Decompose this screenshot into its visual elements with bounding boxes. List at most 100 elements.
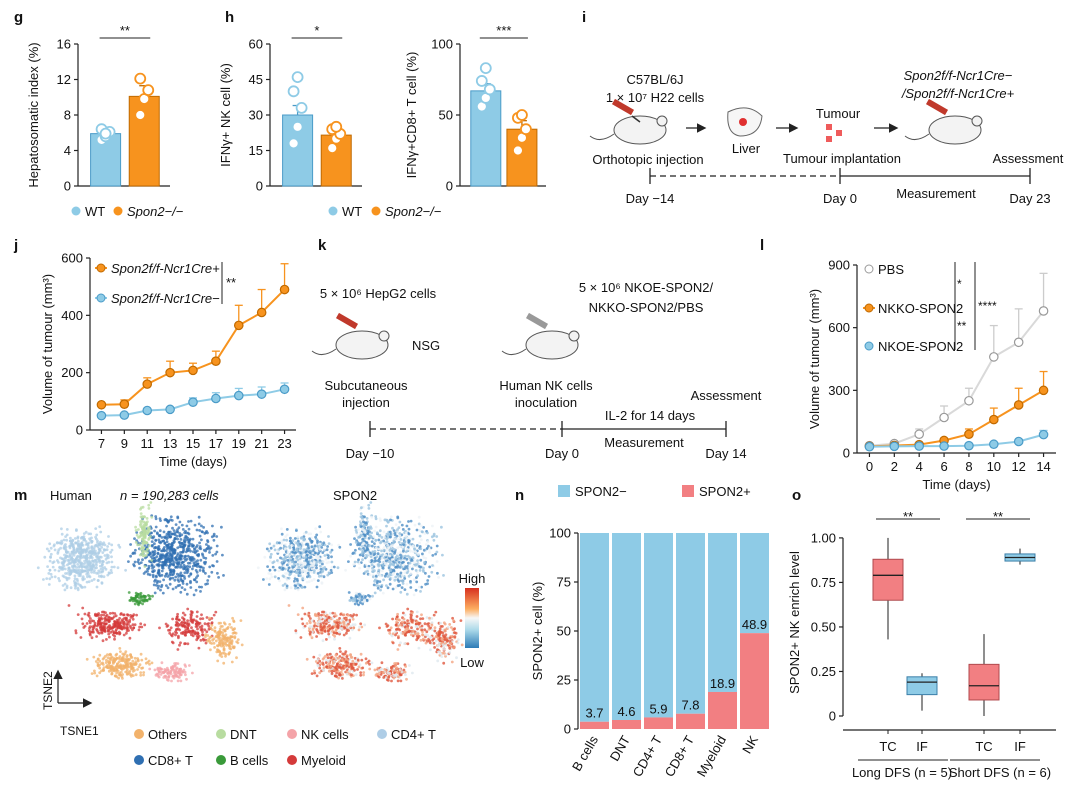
tsne-expression-point <box>419 558 423 562</box>
sig-o: ** <box>903 509 913 524</box>
tsne-expression-point <box>331 625 334 629</box>
tsne-expression-point <box>418 541 421 545</box>
tsne-expression-point <box>341 673 344 676</box>
tsne-expression-point <box>421 617 425 620</box>
tsne-expression-point <box>399 623 402 627</box>
tsne-point <box>106 627 109 630</box>
tsne-point <box>123 665 127 669</box>
tsne-point <box>201 568 205 572</box>
tsne-point <box>176 578 180 582</box>
tsne-point <box>61 584 65 587</box>
tsne-expression-point <box>421 637 425 641</box>
tsne-point <box>134 660 138 664</box>
tsne-expression-point <box>402 668 406 672</box>
tsne-expression-point <box>383 542 387 545</box>
tsne-expression-point <box>445 638 448 642</box>
legend-spon2-pos: SPON2+ <box>699 484 751 499</box>
tsne-expression-point <box>406 554 410 558</box>
tsne-expression-point <box>267 572 271 575</box>
tsne-expression-point <box>422 548 426 552</box>
tsne-expression-point <box>394 586 398 589</box>
data-point <box>291 71 304 84</box>
tsne-point <box>160 585 163 589</box>
tsne-expression-point <box>318 659 322 663</box>
tsne-point <box>74 584 78 588</box>
tsne-point <box>79 536 83 540</box>
tsne-point <box>149 501 153 504</box>
data-label: 3.7 <box>585 706 603 721</box>
tsne-expression-point <box>400 620 404 624</box>
tsne-expression-point <box>338 647 342 650</box>
tsne-point <box>184 628 188 632</box>
y-tick-label: 100 <box>431 37 453 52</box>
tsne-expression-point <box>374 525 378 529</box>
tsne-expression-point <box>344 660 348 664</box>
tsne-point <box>94 535 97 539</box>
tsne-expression-point <box>385 572 389 575</box>
tsne-point <box>76 613 80 616</box>
tsne-point <box>199 590 202 593</box>
tsne-point <box>160 667 164 671</box>
tsne-expression-point <box>309 532 313 536</box>
tsne-expression-point <box>318 525 322 529</box>
tsne-point <box>168 535 172 539</box>
tsne-expression-point <box>315 585 319 589</box>
tsne-expression-point <box>363 565 367 568</box>
tsne-point <box>175 666 179 670</box>
legend-nk-ko: NKKO-SPON2 <box>878 301 963 316</box>
tsne-point <box>92 564 95 568</box>
tsne-point <box>194 632 197 635</box>
tsne-point <box>211 554 215 557</box>
tsne-expression-point <box>256 566 260 570</box>
tsne-expression-point <box>382 530 386 534</box>
tumour-pieces-icon <box>826 124 842 142</box>
tsne-expression-point <box>398 583 402 587</box>
tsne-point <box>78 559 82 563</box>
tsne-point <box>186 607 190 611</box>
tsne-point <box>90 545 94 549</box>
tsne-point <box>236 641 240 645</box>
tsne-expression-point <box>388 631 392 635</box>
x-tick-label: 9 <box>121 436 128 451</box>
x-tick-label: 0 <box>866 459 873 474</box>
tsne-point <box>140 506 143 510</box>
y-tick-label: 50 <box>439 108 453 123</box>
tsne-expression-point <box>302 554 306 558</box>
tsne-point <box>148 573 152 577</box>
tsne-point <box>151 567 154 570</box>
tsne-expression-point <box>440 655 444 658</box>
tsne-expression-point <box>363 549 367 553</box>
tsne-point <box>98 671 102 675</box>
tsne-spon2-expression <box>256 501 464 683</box>
tsne-point <box>156 666 160 670</box>
tsne-expression-point <box>382 676 386 679</box>
tsne-expression-point <box>289 570 293 574</box>
tsne-point <box>128 670 132 673</box>
tsne-expression-point <box>308 632 312 636</box>
tsne-point <box>74 560 78 564</box>
tsne-point <box>131 659 135 663</box>
tsne-expression-point <box>286 550 290 554</box>
tsne-expression-point <box>365 541 369 544</box>
tsne-point <box>82 537 86 541</box>
data-point <box>165 404 175 415</box>
data-point <box>233 390 244 401</box>
legend-dnt: DNT <box>230 727 257 742</box>
tsne-point <box>194 569 198 572</box>
tsne-expression-point <box>312 564 315 568</box>
tsne-expression-point <box>327 535 330 538</box>
tsne-expression-point <box>353 597 356 600</box>
tsne-expression-point <box>422 566 425 570</box>
legend-dot <box>287 755 297 765</box>
tsne-point <box>133 602 137 606</box>
tsne-expression-point <box>434 635 438 639</box>
tsne-point <box>119 670 123 674</box>
tsne-point <box>178 643 181 647</box>
tsne-point <box>88 621 92 625</box>
tsne-expression-point <box>395 666 399 670</box>
tsne-expression-point <box>431 554 435 557</box>
tsne-point <box>219 625 223 628</box>
tsne-expression-point <box>376 571 380 575</box>
tsne-point <box>164 676 168 679</box>
tsne-expression-point <box>263 555 267 559</box>
